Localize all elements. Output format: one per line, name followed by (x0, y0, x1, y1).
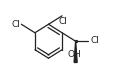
Text: Cl: Cl (12, 20, 20, 29)
Text: OH: OH (67, 50, 81, 59)
Text: Cl: Cl (91, 36, 100, 45)
Text: Cl: Cl (58, 17, 67, 26)
Polygon shape (74, 41, 77, 62)
